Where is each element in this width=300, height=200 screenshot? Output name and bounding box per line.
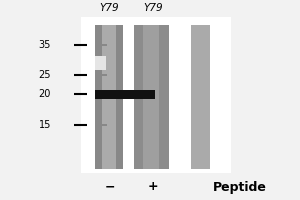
Bar xyxy=(81,17,231,173)
Text: Y79: Y79 xyxy=(143,3,163,13)
Text: Peptide: Peptide xyxy=(213,180,267,194)
Bar xyxy=(190,25,210,169)
Bar xyxy=(94,90,154,99)
Text: +: + xyxy=(148,180,158,194)
Bar xyxy=(134,25,169,169)
Bar xyxy=(94,93,107,95)
Bar xyxy=(94,74,107,76)
Text: 15: 15 xyxy=(39,120,51,130)
Text: Y79: Y79 xyxy=(100,3,119,13)
Text: −: − xyxy=(104,180,115,194)
Text: 35: 35 xyxy=(39,40,51,50)
Bar xyxy=(142,25,159,169)
Bar xyxy=(94,56,106,70)
Bar xyxy=(94,25,123,169)
Bar xyxy=(102,25,116,169)
Text: 20: 20 xyxy=(39,89,51,99)
Text: 25: 25 xyxy=(38,70,51,80)
Bar xyxy=(94,44,107,46)
Bar xyxy=(94,124,107,126)
